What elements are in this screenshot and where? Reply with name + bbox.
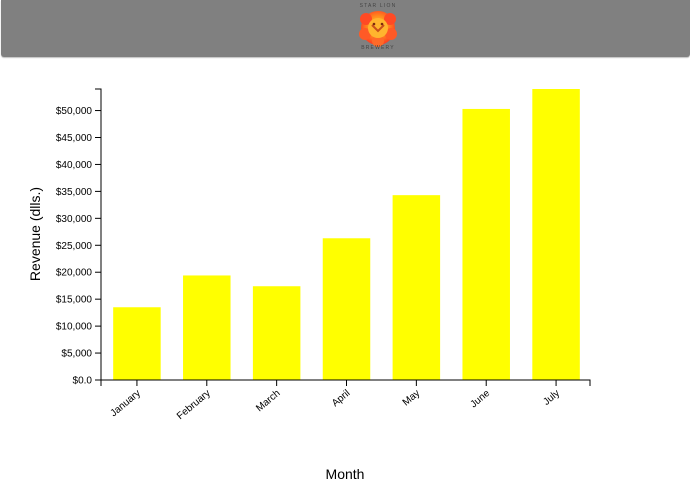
y-axis-line [95, 88, 102, 381]
y-tick-label: $20,000 [56, 268, 93, 279]
x-tick-label: April [330, 388, 352, 409]
bar-july [532, 89, 580, 380]
y-axis: $0.0 $5,000 $10,000 $15,000 $20,000 $25,000 $3… [56, 88, 102, 387]
bar-june [462, 108, 510, 380]
y-tick-label: $25,000 [56, 241, 93, 252]
bar-series [113, 89, 580, 380]
logo-bottom-text: BREWERY [361, 45, 395, 51]
x-tick-label: July [541, 388, 562, 408]
bar-april [322, 238, 371, 380]
x-axis-title: Month [326, 466, 365, 482]
y-tick-label: $5,000 [61, 349, 92, 360]
y-tick-label: $50,000 [56, 106, 93, 117]
x-axis: January February March April May June July [100, 379, 591, 422]
brewery-logo: STAR LION BREWERY [351, 2, 405, 54]
x-axis-line [100, 379, 591, 386]
bar-january [113, 307, 161, 380]
y-tick-label: $15,000 [56, 295, 93, 306]
x-tick-label: February [175, 388, 213, 422]
x-tick-label: March [254, 388, 282, 414]
y-tick-label: $40,000 [56, 160, 93, 171]
y-tick-label: $10,000 [56, 322, 93, 333]
header-bar: STAR LION BREWERY [1, 0, 690, 57]
logo-top-text: STAR LION [359, 3, 397, 9]
bar-may [392, 195, 441, 380]
x-tick-label: May [401, 388, 423, 409]
bar-february [183, 275, 231, 380]
y-tick-label: $45,000 [56, 133, 93, 144]
y-tick-label: $35,000 [56, 187, 93, 198]
bar-march [252, 286, 301, 380]
y-tick-label: $0.0 [73, 376, 93, 387]
y-axis-title: Revenue (dlls.) [27, 187, 43, 281]
y-tick-label: $30,000 [56, 214, 93, 225]
lion-icon [359, 11, 397, 47]
x-tick-label: June [468, 388, 492, 411]
x-tick-label: January [109, 388, 143, 419]
